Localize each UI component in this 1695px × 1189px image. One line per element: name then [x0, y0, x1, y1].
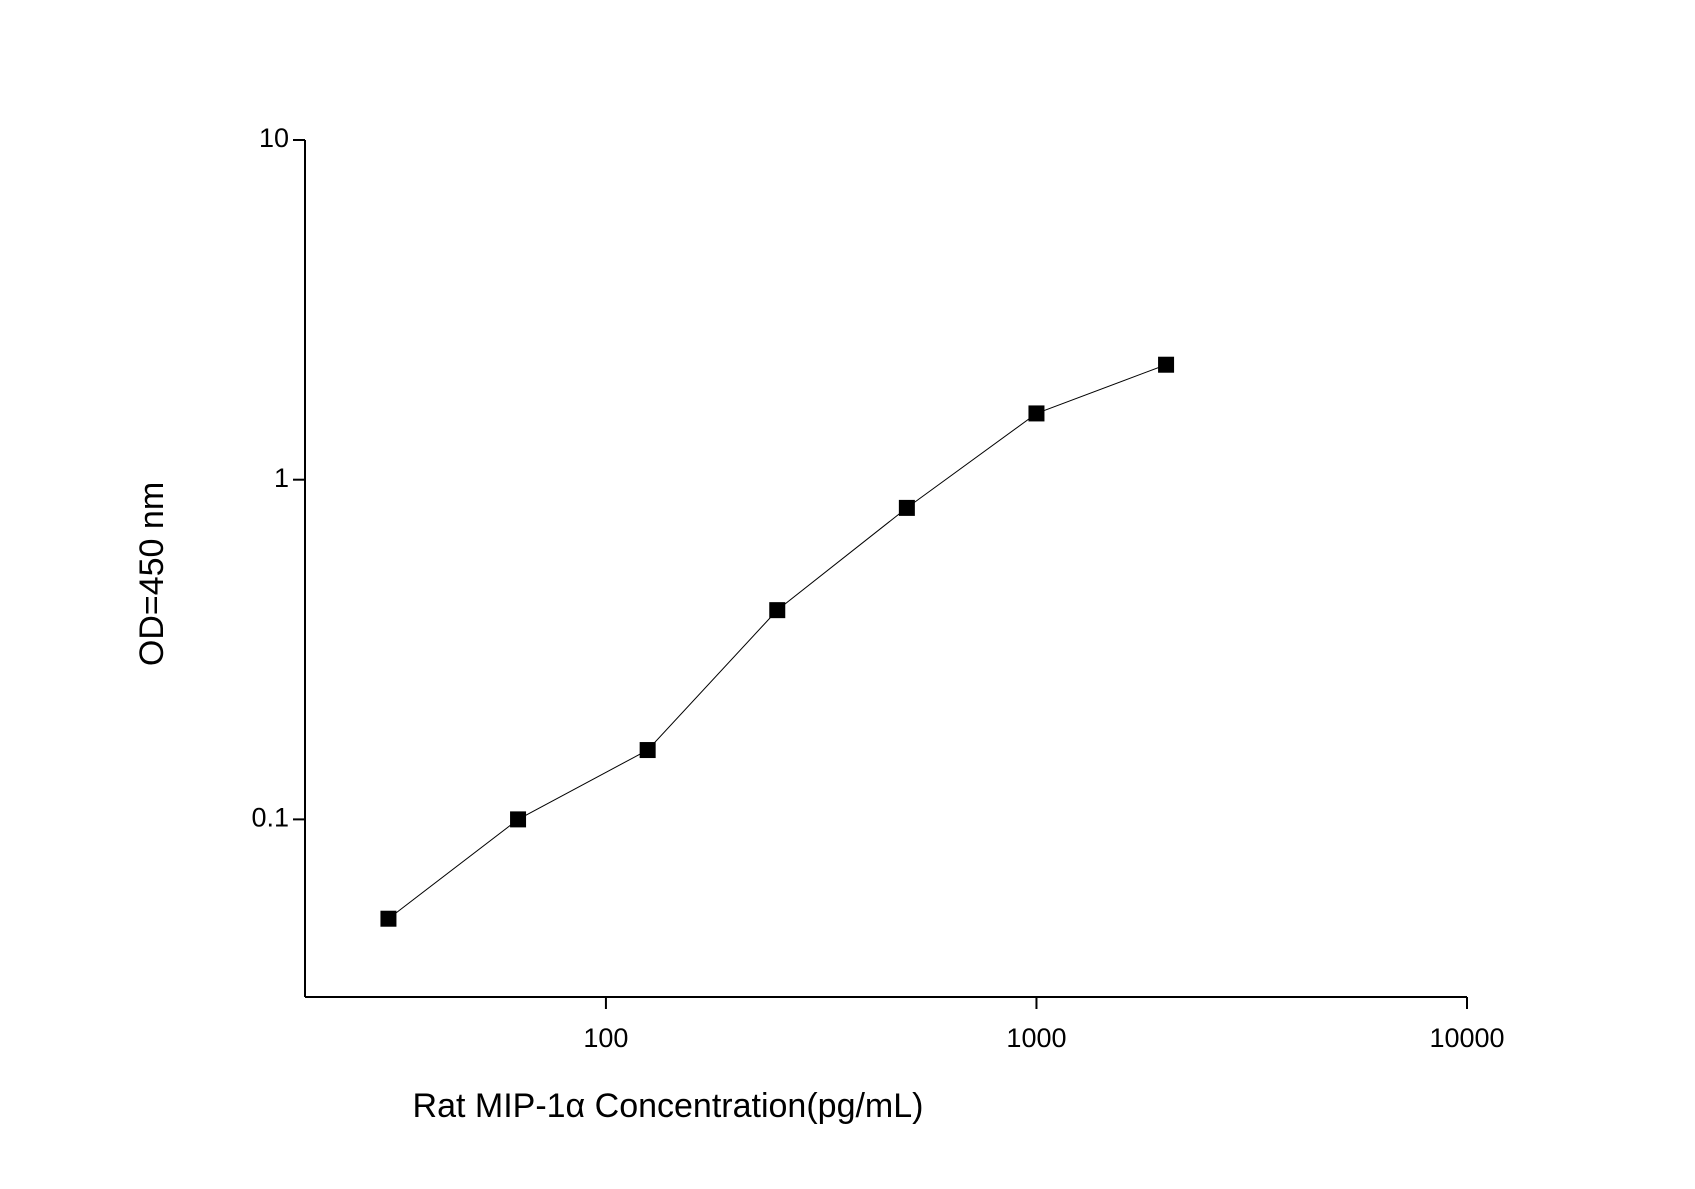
x-axis-title: Rat MIP-1α Concentration(pg/mL): [413, 1087, 924, 1125]
y-axis-title: OD=450 nm: [133, 482, 171, 666]
x-tick-label: 1000: [1006, 1023, 1066, 1053]
marker: [898, 499, 915, 516]
marker: [1158, 356, 1175, 373]
x-tick-label: 100: [583, 1023, 628, 1053]
line: [388, 364, 1167, 920]
marker: [639, 742, 656, 759]
y-tick-label: 1: [274, 463, 289, 493]
y-tick-label: 0.1: [251, 803, 289, 833]
x-tick-label: 10000: [1429, 1023, 1504, 1053]
y-tick-label: 10: [259, 123, 289, 153]
marker: [1028, 405, 1045, 422]
marker: [380, 910, 397, 927]
marker: [769, 602, 786, 619]
marker: [510, 811, 527, 828]
